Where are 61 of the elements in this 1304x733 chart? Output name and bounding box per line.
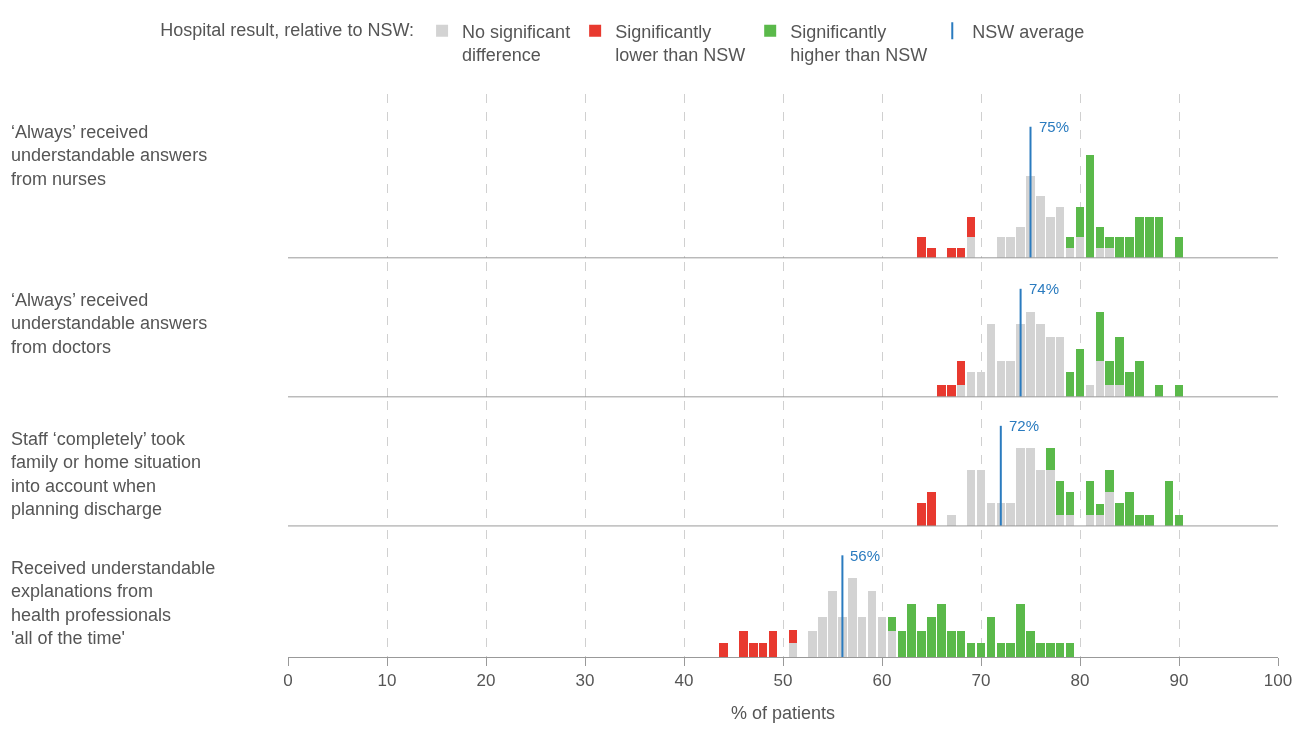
x-tick-label: 0 [283, 671, 293, 691]
bar [976, 470, 986, 526]
bar [1105, 469, 1114, 493]
bar [966, 470, 976, 526]
bar [986, 324, 996, 397]
ref-line-label: 75% [1039, 118, 1070, 135]
bar [986, 617, 996, 657]
legend-title: Hospital result, relative to NSW: [160, 19, 415, 40]
x-tick-label: 40 [674, 671, 694, 691]
bar [719, 643, 728, 657]
text: ‘Always’ received understandable answers from nurses [11, 122, 208, 189]
bar [867, 591, 877, 657]
text: Received understandable explanations from health professionals 'all of the time' [11, 558, 216, 649]
bar [1164, 481, 1174, 526]
x-tick-label: 30 [575, 671, 595, 691]
bar [1055, 481, 1065, 515]
bar [966, 216, 976, 238]
x-tick-label: 90 [1169, 671, 1189, 691]
bar [966, 372, 976, 397]
bar [1085, 155, 1095, 258]
bar [887, 617, 897, 631]
bar [1095, 504, 1105, 515]
x-tick-label: 10 [377, 671, 397, 691]
x-tick-label: 100 [1263, 671, 1293, 691]
bar [1095, 312, 1105, 361]
bar [1085, 481, 1095, 515]
bar [887, 630, 897, 657]
text: Staff ‘completely’ took family or home situation into account when planning discharge [11, 429, 202, 520]
bar [1065, 492, 1075, 515]
bar [1065, 372, 1075, 397]
ref-line-label: 56% [850, 547, 881, 564]
bar [788, 629, 798, 644]
bar [1174, 237, 1184, 258]
x-tick-label: 80 [1070, 671, 1090, 691]
bar [788, 643, 798, 657]
ref-line-label: 72% [1009, 417, 1040, 434]
x-axis-title: % of patients [730, 702, 836, 723]
bar [1075, 237, 1085, 258]
x-tick-label: 60 [872, 671, 892, 691]
bar [877, 617, 887, 657]
bar [976, 643, 986, 657]
bar [966, 237, 976, 258]
legend-label: Significantly higher than NSW [790, 21, 928, 66]
bar [947, 514, 956, 526]
bar [1046, 447, 1055, 471]
legend-label: Significantly lower than NSW [615, 21, 746, 66]
x-tick-label: 20 [476, 671, 496, 691]
bar [768, 630, 778, 657]
bar [1075, 348, 1085, 397]
bar [1065, 643, 1075, 657]
bar [956, 360, 966, 386]
ref-line-label: 74% [1029, 280, 1060, 297]
legend-label: No significant difference [462, 21, 571, 66]
x-tick-label: 70 [971, 671, 991, 691]
text: NSW average [972, 21, 1085, 42]
bar [966, 643, 976, 657]
bar [1075, 206, 1085, 238]
bar [986, 503, 996, 526]
bar [1065, 237, 1075, 248]
x-tick-label: 50 [773, 671, 793, 691]
text: ‘Always’ received understandable answers from doctors [11, 290, 208, 357]
